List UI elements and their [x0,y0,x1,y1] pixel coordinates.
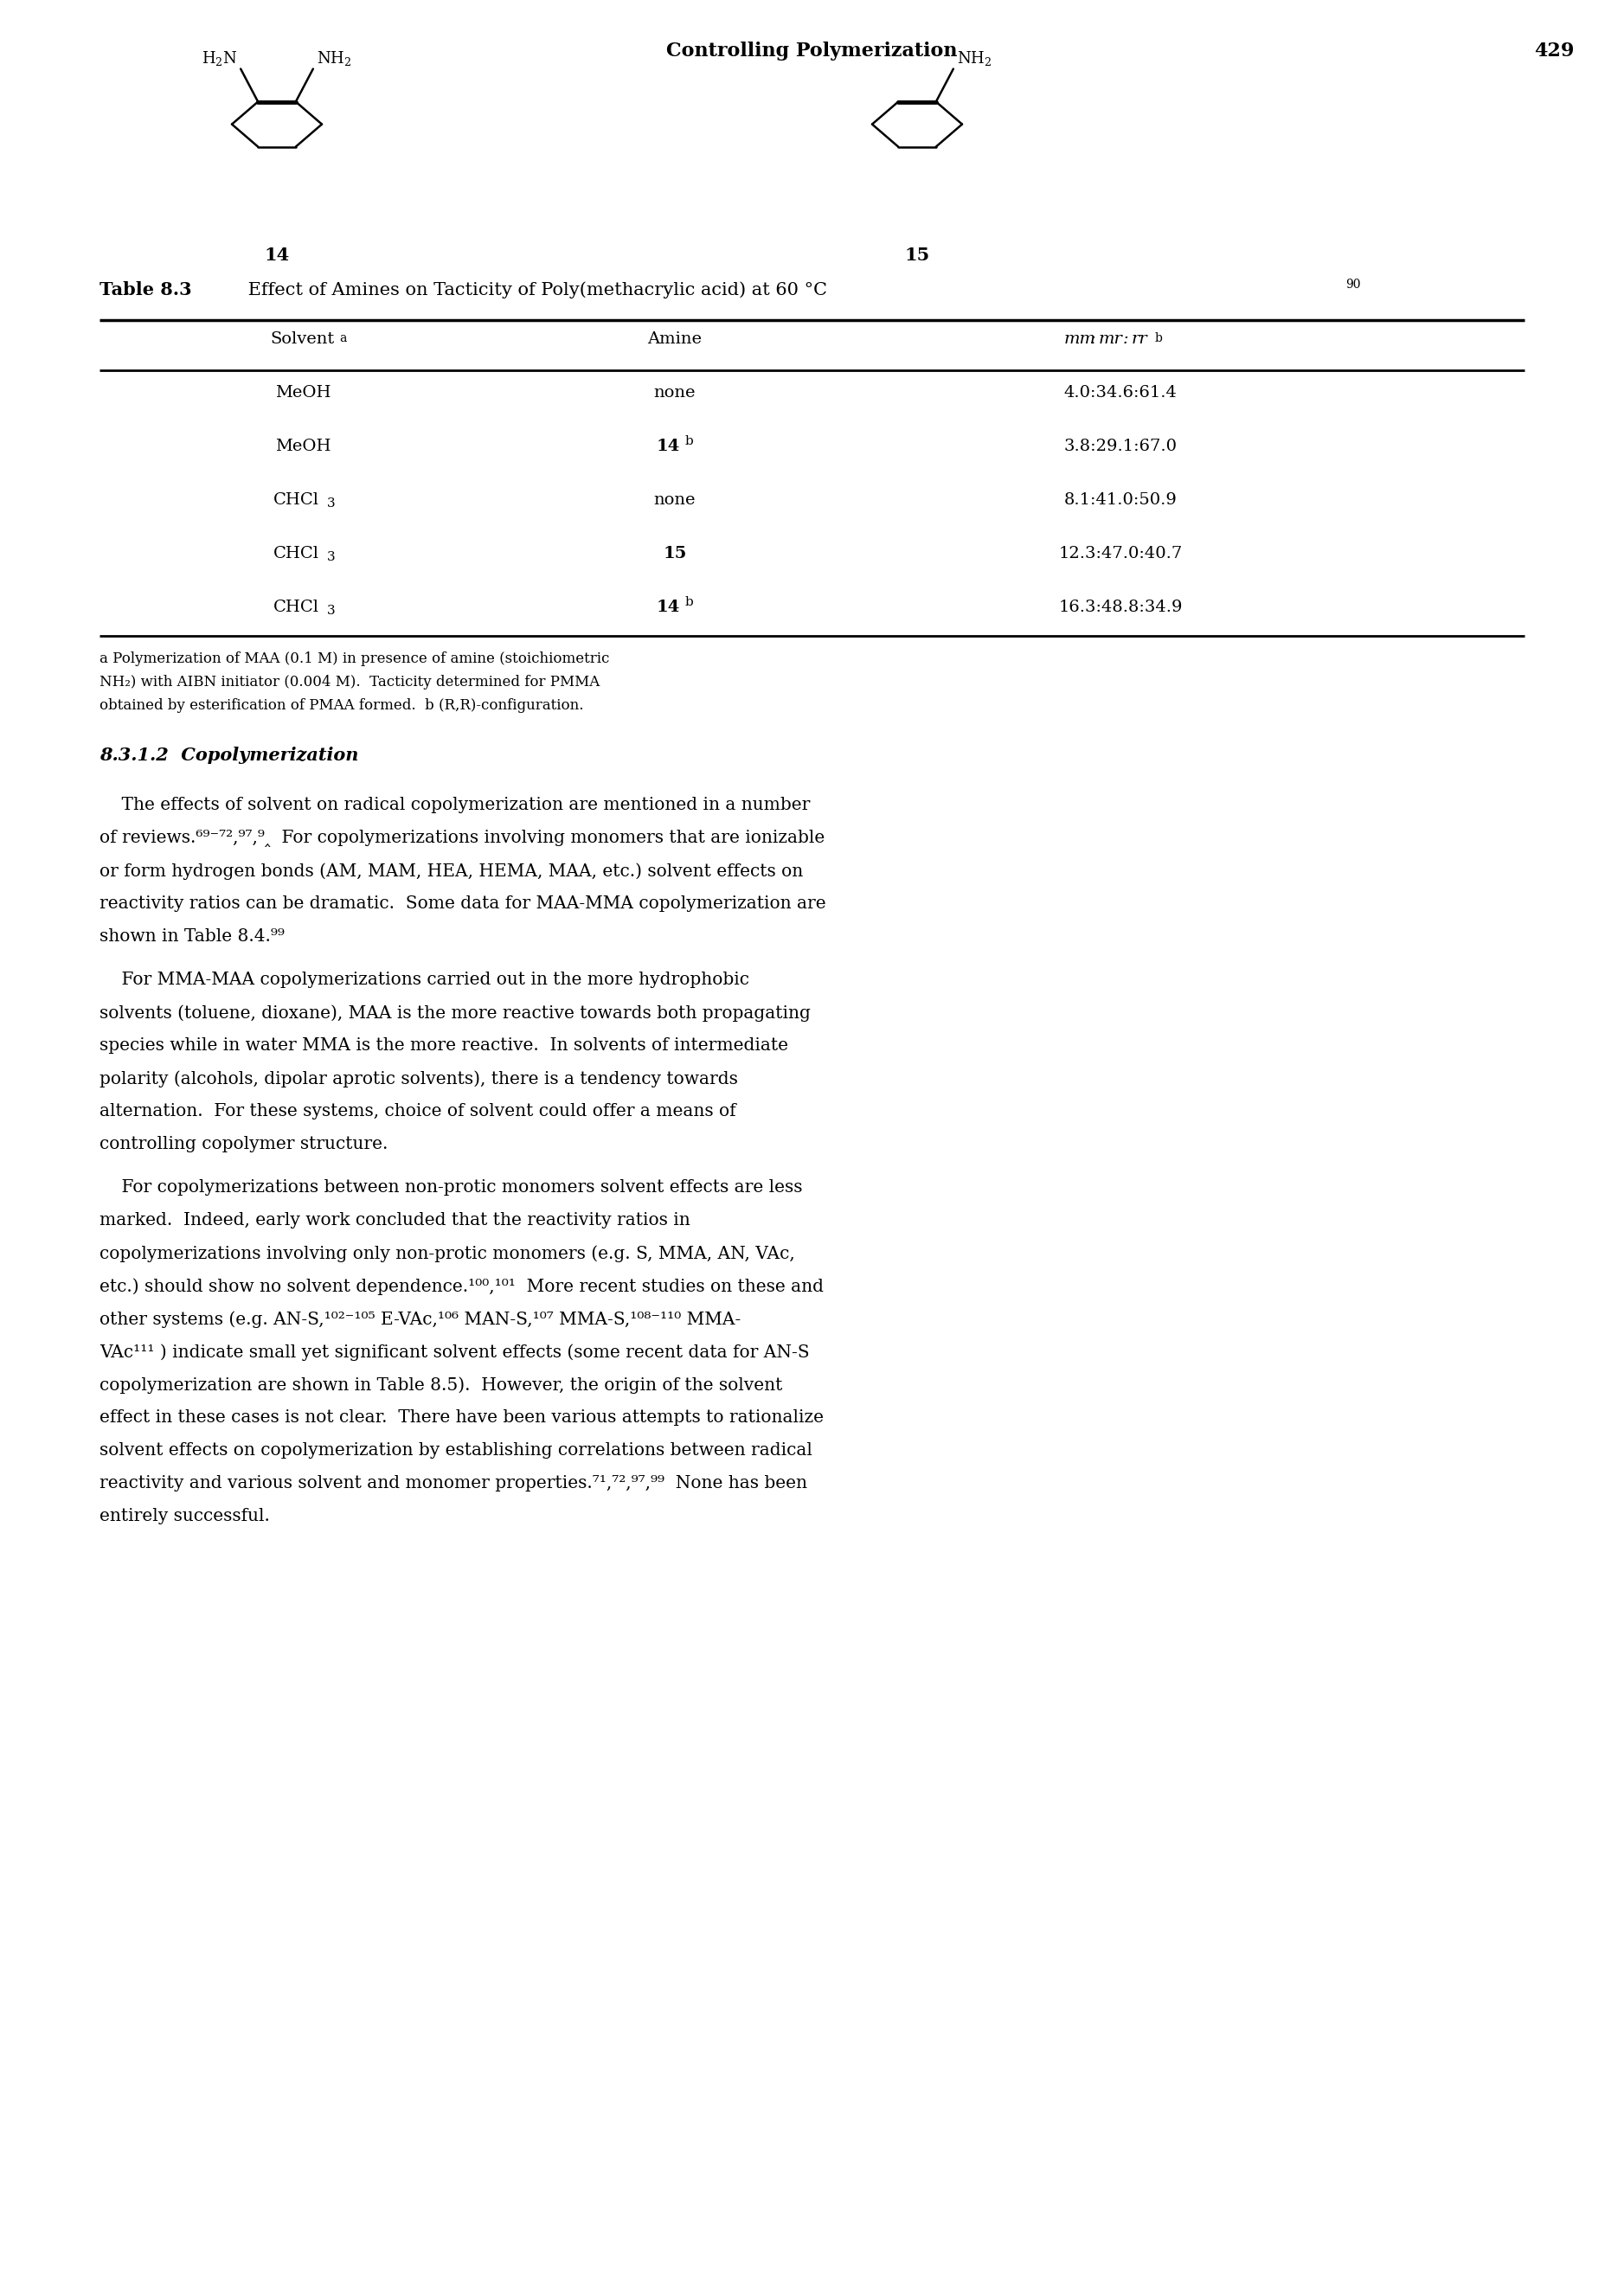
Text: etc.) should show no solvent dependence.¹⁰⁰,¹⁰¹  More recent studies on these an: etc.) should show no solvent dependence.… [99,1279,823,1294]
Text: CHCl: CHCl [273,545,318,561]
Text: none: none [654,386,695,400]
Text: 90: 90 [1345,279,1361,291]
Text: alternation.  For these systems, choice of solvent could offer a means of: alternation. For these systems, choice o… [99,1104,736,1120]
Text: mm: mm [1064,332,1096,347]
Text: 14: 14 [265,248,289,263]
Text: :: : [1124,332,1129,347]
Text: CHCl: CHCl [273,600,318,615]
Text: VAc¹¹¹ ) indicate small yet significant solvent effects (some recent data for AN: VAc¹¹¹ ) indicate small yet significant … [99,1344,809,1360]
Text: 8.1:41.0:50.9: 8.1:41.0:50.9 [1064,493,1177,509]
Text: Table 8.3: Table 8.3 [99,282,192,298]
Text: marked.  Indeed, early work concluded that the reactivity ratios in: marked. Indeed, early work concluded tha… [99,1213,690,1229]
Text: none: none [654,493,695,509]
Text: 429: 429 [1535,41,1575,61]
Text: CHCl: CHCl [273,493,318,509]
Text: $\mathregular{NH_2}$: $\mathregular{NH_2}$ [317,50,351,68]
Text: NH₂) with AIBN initiator (0.004 M).  Tacticity determined for PMMA: NH₂) with AIBN initiator (0.004 M). Tact… [99,674,599,690]
Text: reactivity ratios can be dramatic.  Some data for MAA-MMA copolymerization are: reactivity ratios can be dramatic. Some … [99,895,827,913]
Text: Solvent: Solvent [271,332,335,347]
Text: MeOH: MeOH [274,438,331,454]
Text: b: b [685,436,693,447]
Text: a: a [339,332,346,345]
Text: For MMA-MAA copolymerizations carried out in the more hydrophobic: For MMA-MAA copolymerizations carried ou… [99,972,749,988]
Text: $\mathregular{NH_2}$: $\mathregular{NH_2}$ [957,50,992,68]
Text: The effects of solvent on radical copolymerization are mentioned in a number: The effects of solvent on radical copoly… [99,797,810,813]
Text: solvents (toluene, dioxane), MAA is the more reactive towards both propagating: solvents (toluene, dioxane), MAA is the … [99,1004,810,1022]
Text: For copolymerizations between non-protic monomers solvent effects are less: For copolymerizations between non-protic… [99,1179,802,1195]
Text: 3: 3 [326,552,336,563]
Text: copolymerization are shown in Table 8.5).  However, the origin of the solvent: copolymerization are shown in Table 8.5)… [99,1376,783,1394]
Text: MeOH: MeOH [274,386,331,400]
Text: mr: mr [1099,332,1122,347]
Text: b: b [1155,332,1163,345]
Text: solvent effects on copolymerization by establishing correlations between radical: solvent effects on copolymerization by e… [99,1442,812,1458]
Text: 14: 14 [656,438,680,454]
Text: b: b [685,595,693,609]
Text: 12.3:47.0:40.7: 12.3:47.0:40.7 [1059,545,1182,561]
Text: Effect of Amines on Tacticity of Poly(methacrylic acid) at 60 °C: Effect of Amines on Tacticity of Poly(me… [242,282,827,298]
Text: 8.3.1.2  Copolymerization: 8.3.1.2 Copolymerization [99,747,359,763]
Text: :: : [1090,332,1096,347]
Text: 4.0:34.6:61.4: 4.0:34.6:61.4 [1064,386,1177,400]
Text: a Polymerization of MAA (0.1 M) in presence of amine (stoichiometric: a Polymerization of MAA (0.1 M) in prese… [99,652,609,665]
Text: of reviews.⁶⁹⁻⁷²,⁹⁷,⁹‸  For copolymerizations involving monomers that are ioniza: of reviews.⁶⁹⁻⁷²,⁹⁷,⁹‸ For copolymerizat… [99,829,825,847]
Text: obtained by esterification of PMAA formed.  b (R,R)-configuration.: obtained by esterification of PMAA forme… [99,697,583,713]
Text: shown in Table 8.4.⁹⁹: shown in Table 8.4.⁹⁹ [99,929,284,945]
Text: polarity (alcohols, dipolar aprotic solvents), there is a tendency towards: polarity (alcohols, dipolar aprotic solv… [99,1070,737,1088]
Text: species while in water MMA is the more reactive.  In solvents of intermediate: species while in water MMA is the more r… [99,1038,788,1054]
Text: other systems (e.g. AN-S,¹⁰²⁻¹⁰⁵ E-VAc,¹⁰⁶ MAN-S,¹⁰⁷ MMA-S,¹⁰⁸⁻¹¹⁰ MMA-: other systems (e.g. AN-S,¹⁰²⁻¹⁰⁵ E-VAc,¹… [99,1310,741,1329]
Text: 14: 14 [656,600,680,615]
Text: 3: 3 [326,604,336,618]
Text: copolymerizations involving only non-protic monomers (e.g. S, MMA, AN, VAc,: copolymerizations involving only non-pro… [99,1245,794,1263]
Text: 16.3:48.8:34.9: 16.3:48.8:34.9 [1059,600,1182,615]
Text: $\mathregular{H_2N}$: $\mathregular{H_2N}$ [201,50,237,68]
Text: 15: 15 [905,248,931,263]
Text: reactivity and various solvent and monomer properties.⁷¹,⁷²,⁹⁷,⁹⁹  None has been: reactivity and various solvent and monom… [99,1476,807,1492]
Text: 3.8:29.1:67.0: 3.8:29.1:67.0 [1064,438,1177,454]
Text: 3: 3 [326,497,336,509]
Text: Amine: Amine [648,332,702,347]
Text: Controlling Polymerization: Controlling Polymerization [666,41,957,61]
Text: 15: 15 [663,545,687,561]
Text: effect in these cases is not clear.  There have been various attempts to rationa: effect in these cases is not clear. Ther… [99,1410,823,1426]
Text: controlling copolymer structure.: controlling copolymer structure. [99,1136,388,1151]
Text: or form hydrogen bonds (AM, MAM, HEA, HEMA, MAA, etc.) solvent effects on: or form hydrogen bonds (AM, MAM, HEA, HE… [99,863,804,879]
Text: rr: rr [1132,332,1148,347]
Text: entirely successful.: entirely successful. [99,1508,270,1524]
